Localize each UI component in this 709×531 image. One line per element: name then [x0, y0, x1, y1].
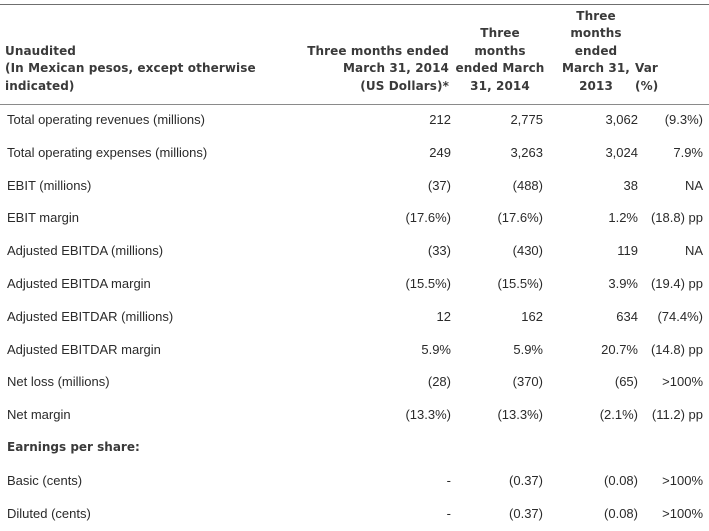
cell-2014: 162 — [521, 308, 543, 324]
cell-2014: (0.37) — [509, 472, 543, 488]
header-variance: Var (%) — [635, 61, 659, 93]
cell-usd: (33) — [427, 243, 451, 259]
cell-2013: 38 — [623, 177, 638, 193]
row-label: EBIT (millions) — [7, 177, 92, 193]
eps-section-header: Earnings per share: — [0, 433, 709, 466]
table-row: Total operating expenses (millions) 249 … — [0, 138, 709, 171]
cell-2013: 119 — [617, 243, 638, 259]
table-row: Diluted (cents) - (0.37) (0.08) >100% — [0, 499, 709, 531]
cell-2014: (0.37) — [509, 505, 543, 521]
table-row: Adjusted EBITDAR (millions) 12 162 634 (… — [0, 302, 709, 335]
header-description: Unaudited (In Mexican pesos, except othe… — [5, 43, 256, 93]
cell-2013: (2.1%) — [599, 407, 638, 423]
cell-usd: - — [446, 505, 451, 521]
row-label: Adjusted EBITDA margin — [7, 275, 151, 291]
row-label: Total operating expenses (millions) — [7, 144, 208, 160]
cell-2014: (430) — [512, 243, 543, 259]
cell-var: NA — [684, 243, 703, 259]
cell-2014: (370) — [512, 374, 543, 390]
cell-2013: 3.9% — [608, 275, 638, 291]
cell-var: (18.8) pp — [650, 210, 703, 226]
row-label: EBIT margin — [7, 210, 80, 226]
cell-2013: 20.7% — [601, 341, 638, 357]
cell-2014: 3,263 — [510, 144, 543, 160]
row-label: Diluted (cents) — [7, 505, 91, 521]
cell-2013: 1.2% — [608, 210, 638, 226]
cell-2014: 5.9% — [513, 341, 543, 357]
cell-usd: 249 — [429, 144, 451, 160]
row-label: Net loss (millions) — [7, 374, 110, 390]
cell-var: NA — [684, 177, 703, 193]
cell-usd: 12 — [436, 308, 451, 324]
header-three-months-2014: Three months ended March 31, 2014 — [455, 26, 545, 93]
cell-2014: (17.6%) — [497, 210, 543, 226]
header-three-months-usd: Three months ended March 31, 2014 (US Do… — [307, 43, 449, 93]
cell-var: (74.4%) — [657, 308, 703, 324]
cell-2013: (65) — [614, 374, 638, 390]
cell-usd: - — [446, 472, 451, 488]
table-top-rule — [0, 4, 709, 5]
cell-var: >100% — [662, 472, 703, 488]
cell-2014: 2,775 — [510, 112, 543, 127]
cell-var: 7.9% — [673, 144, 703, 160]
table-row: Net loss (millions) (28) (370) (65) >100… — [0, 367, 709, 400]
row-label: Adjusted EBITDA (millions) — [7, 243, 164, 259]
table-row: Total operating revenues (millions) 212 … — [0, 105, 709, 138]
cell-2013: (0.08) — [604, 472, 638, 488]
cell-usd: (28) — [427, 374, 451, 390]
table-row: Adjusted EBITDAR margin 5.9% 5.9% 20.7% … — [0, 335, 709, 368]
cell-var: >100% — [662, 505, 703, 521]
header-three-months-2013: Three months ended March 31, 2013 — [562, 8, 630, 93]
cell-var: (14.8) pp — [650, 341, 703, 357]
cell-2013: 3,024 — [605, 144, 638, 160]
row-label: Total operating revenues (millions) — [7, 112, 205, 127]
table-body: Total operating revenues (millions) 212 … — [0, 105, 709, 531]
cell-2014: (15.5%) — [497, 275, 543, 291]
cell-2013: (0.08) — [604, 505, 638, 521]
table-header: Unaudited (In Mexican pesos, except othe… — [0, 5, 709, 105]
table-row: Adjusted EBITDA margin (15.5%) (15.5%) 3… — [0, 269, 709, 302]
cell-usd: (17.6%) — [405, 210, 451, 226]
header-rule — [0, 104, 709, 105]
table-row: Net margin (13.3%) (13.3%) (2.1%) (11.2)… — [0, 400, 709, 433]
cell-2014: (13.3%) — [497, 407, 543, 423]
cell-var: >100% — [662, 374, 703, 390]
cell-2013: 634 — [616, 308, 638, 324]
row-label: Adjusted EBITDAR (millions) — [7, 308, 174, 324]
cell-var: (11.2) pp — [651, 407, 703, 423]
cell-usd: 212 — [429, 112, 451, 127]
cell-2013: 3,062 — [605, 112, 638, 127]
table-row: EBIT (millions) (37) (488) 38 NA — [0, 171, 709, 204]
table-row: Adjusted EBITDA (millions) (33) (430) 11… — [0, 236, 709, 269]
cell-var: (9.3%) — [664, 112, 703, 127]
cell-usd: (13.3%) — [405, 407, 451, 423]
row-label: Adjusted EBITDAR margin — [7, 341, 161, 357]
cell-usd: 5.9% — [421, 341, 451, 357]
row-label: Net margin — [7, 407, 71, 423]
cell-2014: (488) — [512, 177, 543, 193]
cell-var: (19.4) pp — [650, 275, 703, 291]
table-row: Basic (cents) - (0.37) (0.08) >100% — [0, 466, 709, 499]
cell-usd: (15.5%) — [405, 275, 451, 291]
row-label: Basic (cents) — [7, 472, 83, 488]
eps-section-label: Earnings per share: — [7, 439, 140, 454]
cell-usd: (37) — [427, 177, 451, 193]
table-row: EBIT margin (17.6%) (17.6%) 1.2% (18.8) … — [0, 203, 709, 236]
